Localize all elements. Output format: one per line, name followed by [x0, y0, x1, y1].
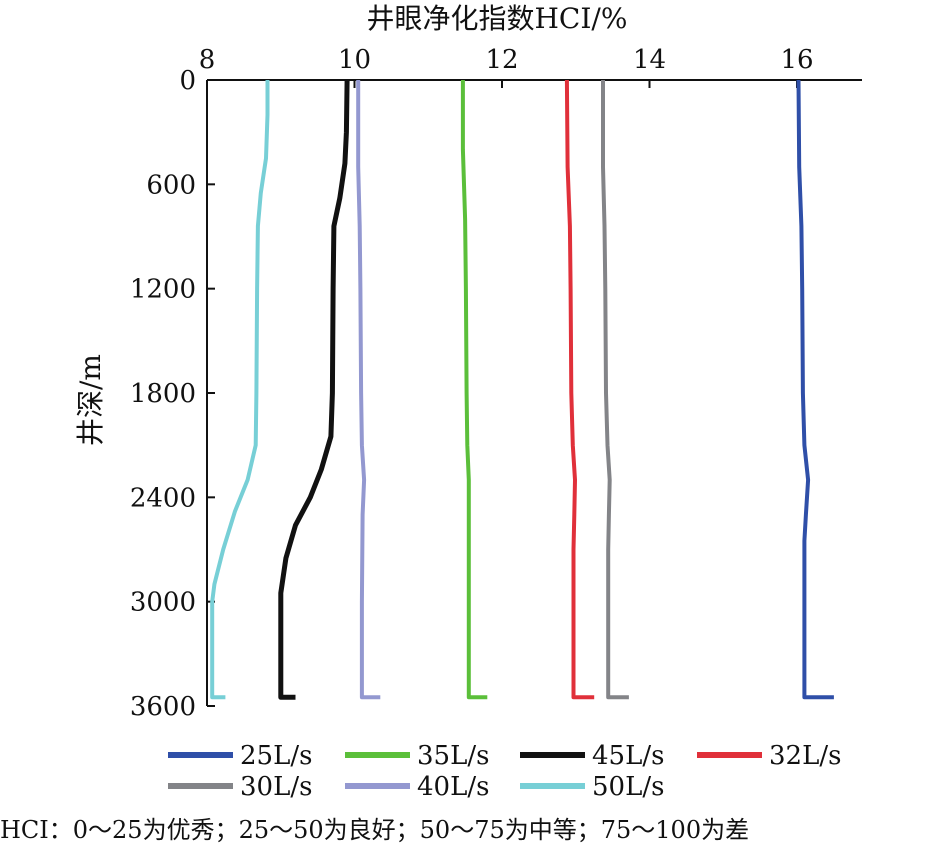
legend-label: 40L/s [417, 772, 489, 802]
legend-label: 32L/s [769, 741, 841, 771]
x-tick-label: 16 [780, 45, 813, 75]
series-line-50l-s [210, 80, 270, 700]
y-tick-label: 600 [146, 170, 196, 200]
series-line-35l-s [460, 80, 488, 700]
legend-label: 50L/s [592, 772, 664, 802]
legend-label: 30L/s [240, 772, 312, 802]
series-line-40l-s [356, 80, 381, 700]
legend-label: 35L/s [417, 741, 489, 771]
axes-layer: 8 10 12 14 16 0 600 1200 1800 2400 3000 3600 [130, 45, 862, 722]
footnote: HCI：0～25为优秀；25～50为良好；50～75为中等；75～100为差 [0, 816, 749, 844]
series-line-45l-s [278, 79, 350, 700]
y-tick-label: 0 [179, 66, 196, 96]
series-line-30l-s [601, 80, 629, 700]
y-axis-title: 井深/m [74, 354, 107, 446]
y-tick-label: 3600 [130, 692, 196, 722]
y-tick-label: 2400 [130, 483, 196, 513]
series-line-25l-s [796, 79, 834, 700]
legend-label: 45L/s [592, 741, 664, 771]
y-tick-label: 1800 [130, 379, 196, 409]
x-tick-label: 8 [199, 45, 216, 75]
legend: 25L/s 35L/s 45L/s 32L/s 30L/s 40L/s 50L/s [168, 741, 841, 802]
x-axis-title: 井眼净化指数HCI/% [367, 2, 628, 35]
x-tick-label: 12 [485, 45, 518, 75]
series-line-32l-s [564, 79, 595, 700]
y-tick-label: 3000 [130, 588, 196, 618]
x-tick-label: 10 [338, 45, 371, 75]
legend-label: 25L/s [240, 741, 312, 771]
series-layer [210, 79, 834, 700]
y-tick-label: 1200 [130, 275, 196, 305]
x-tick-label: 14 [633, 45, 666, 75]
